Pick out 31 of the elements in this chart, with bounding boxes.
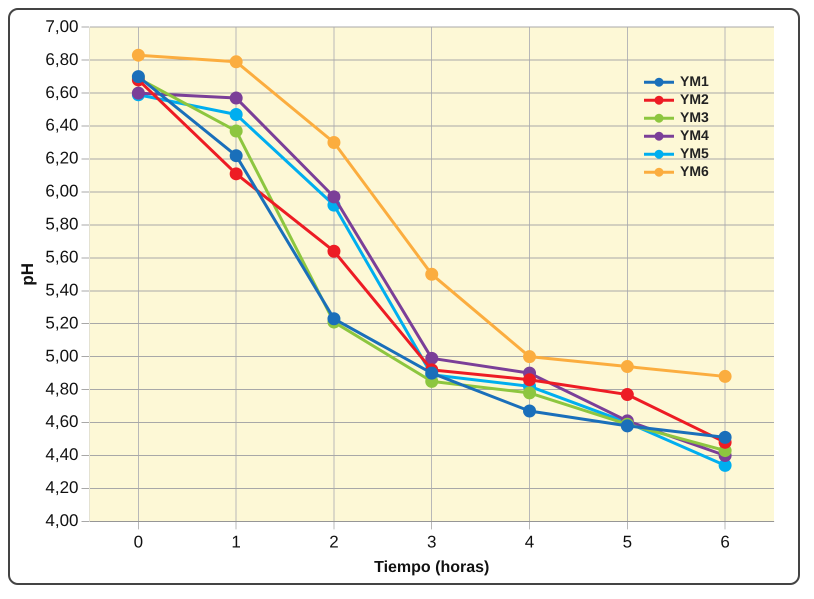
x-tick-label: 6 bbox=[720, 532, 730, 552]
x-axis-title: Tiempo (horas) bbox=[374, 558, 490, 576]
y-tick-label: 5,20 bbox=[45, 313, 78, 332]
y-tick-label: 4,60 bbox=[45, 412, 78, 432]
legend-label: YM3 bbox=[680, 109, 709, 126]
y-tick-label: 4,40 bbox=[45, 445, 78, 464]
y-tick-label: 7,00 bbox=[45, 16, 78, 36]
y-tick-label: 4,80 bbox=[45, 379, 78, 398]
y-tick-label: 4,20 bbox=[45, 478, 78, 498]
y-tick-label: 6,60 bbox=[45, 82, 78, 102]
y-tick-label: 6,40 bbox=[45, 116, 78, 135]
y-tick-label: 5,40 bbox=[45, 280, 78, 300]
legend-label: YM2 bbox=[680, 91, 709, 108]
x-tick-label: 3 bbox=[427, 532, 436, 552]
y-tick-label: 6,20 bbox=[45, 148, 78, 168]
legend-label: YM1 bbox=[680, 73, 709, 90]
y-tick-label: 4,00 bbox=[45, 511, 78, 530]
y-tick-label: 5,80 bbox=[45, 214, 78, 234]
x-tick-label: 0 bbox=[134, 532, 144, 552]
legend-label: YM4 bbox=[680, 127, 709, 144]
y-tick-label: 5,00 bbox=[45, 346, 78, 366]
y-tick-label: 5,60 bbox=[45, 248, 78, 267]
y-axis-title: pH bbox=[18, 262, 37, 286]
legend-label: YM5 bbox=[680, 145, 709, 162]
y-tick-label: 6,00 bbox=[45, 182, 78, 201]
legend-label: YM6 bbox=[680, 163, 709, 180]
x-tick-label: 5 bbox=[622, 532, 632, 552]
y-tick-label: 6,80 bbox=[45, 50, 78, 69]
x-tick-label: 2 bbox=[329, 532, 339, 552]
x-tick-label: 4 bbox=[524, 532, 534, 552]
x-tick-label: 1 bbox=[231, 532, 241, 552]
